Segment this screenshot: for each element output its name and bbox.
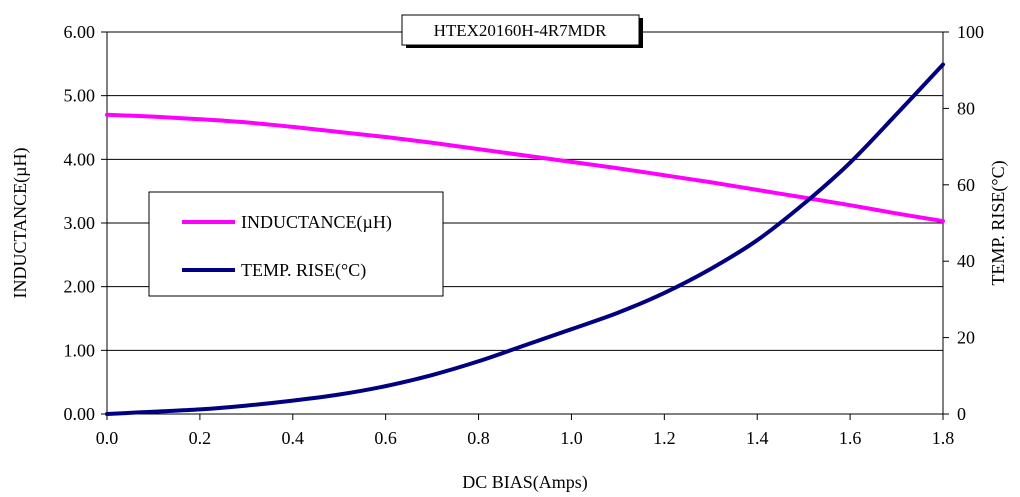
series-line-temp-rise bbox=[105, 62, 945, 416]
legend-label-temp-rise: TEMP. RISE(°C) bbox=[241, 260, 366, 281]
y-left-tick-label: 5.00 bbox=[64, 86, 96, 106]
series-lines bbox=[105, 62, 945, 416]
x-tick-label: 1.8 bbox=[932, 428, 955, 448]
x-tick-label: 0.2 bbox=[189, 428, 212, 448]
legend-label-inductance: INDUCTANCE(µH) bbox=[241, 212, 392, 233]
y-right-ticks: 0 20 40 60 80 100 bbox=[943, 22, 984, 424]
x-tick-label: 0.8 bbox=[467, 428, 490, 448]
y-left-axis-title: INDUCTANCE(µH) bbox=[10, 148, 31, 299]
x-axis-title: DC BIAS(Amps) bbox=[462, 472, 588, 493]
y-right-tick-label: 20 bbox=[957, 328, 975, 348]
x-tick-label: 0.6 bbox=[374, 428, 397, 448]
y-left-tick-label: 0.00 bbox=[64, 404, 96, 424]
x-tick-label: 1.6 bbox=[839, 428, 862, 448]
y-right-axis-title: TEMP. RISE(°C) bbox=[988, 160, 1009, 285]
y-left-tick-label: 3.00 bbox=[64, 213, 96, 233]
x-tick-label: 1.2 bbox=[653, 428, 676, 448]
y-left-tick-label: 2.00 bbox=[64, 277, 96, 297]
y-right-tick-label: 80 bbox=[957, 98, 975, 118]
y-left-tick-label: 4.00 bbox=[64, 149, 96, 169]
y-right-tick-label: 0 bbox=[957, 404, 966, 424]
y-right-tick-label: 40 bbox=[957, 251, 975, 271]
x-tick-label: 0.0 bbox=[96, 428, 119, 448]
y-left-tick-label: 6.00 bbox=[64, 22, 96, 42]
series-line-inductance bbox=[105, 112, 945, 224]
title-box bbox=[401, 14, 640, 46]
y-left-tick-label: 1.00 bbox=[64, 340, 96, 360]
x-tick-label: 1.0 bbox=[560, 428, 583, 448]
x-tick-label: 0.4 bbox=[282, 428, 305, 448]
y-right-tick-label: 100 bbox=[957, 22, 984, 42]
x-tick-label: 1.4 bbox=[746, 428, 769, 448]
y-left-ticks: 0.00 1.00 2.00 3.00 4.00 5.00 6.00 bbox=[64, 22, 107, 424]
x-ticks: 0.0 0.2 0.4 0.6 0.8 1.0 1.2 1.4 1.6 1.8 bbox=[96, 414, 955, 448]
legend-box bbox=[148, 191, 444, 297]
y-right-tick-label: 60 bbox=[957, 175, 975, 195]
chart-title: HTEX20160H-4R7MDR bbox=[434, 21, 607, 40]
